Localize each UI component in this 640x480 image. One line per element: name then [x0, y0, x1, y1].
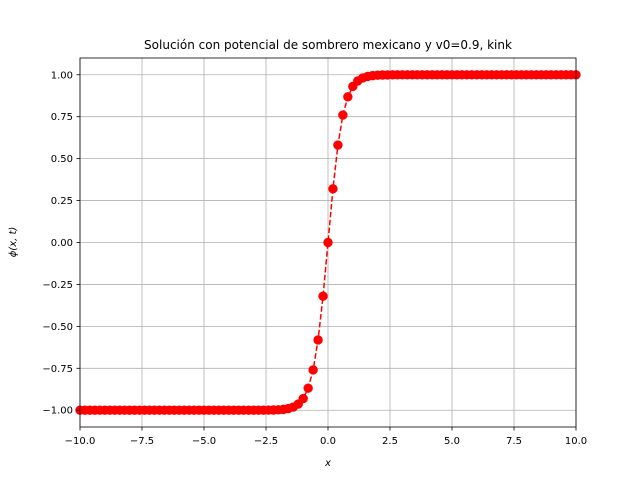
- x-tick-label: 5.0: [444, 436, 460, 447]
- y-tick-label: 0.00: [51, 238, 73, 249]
- y-tick-label: −1.00: [42, 406, 73, 417]
- data-point: [303, 383, 313, 393]
- data-layer: [75, 70, 581, 415]
- y-tick-label: 0.50: [51, 154, 73, 165]
- data-point: [298, 393, 308, 404]
- data-point: [323, 237, 333, 248]
- chart-title: Solución con potencial de sombrero mexic…: [144, 38, 512, 52]
- x-tick-label: 7.5: [506, 436, 522, 447]
- x-tick-label: −10.0: [65, 436, 96, 447]
- y-tick-label: −0.50: [42, 322, 73, 333]
- data-point: [318, 291, 328, 301]
- x-tick-label: −5.0: [192, 436, 216, 447]
- y-tick-label: 0.25: [51, 196, 73, 207]
- x-tick-label: −7.5: [130, 436, 154, 447]
- y-tick-label: −0.25: [42, 280, 73, 291]
- x-axis-label: x: [324, 458, 331, 469]
- y-axis-label: ϕ(x, t): [8, 227, 19, 258]
- x-tick-label: −2.5: [254, 436, 278, 447]
- data-point: [313, 335, 323, 345]
- data-point: [333, 140, 343, 150]
- data-point: [343, 92, 353, 102]
- data-point: [328, 184, 338, 194]
- y-tick-label: 0.75: [51, 112, 73, 123]
- x-tick-label: 0.0: [320, 436, 336, 447]
- y-tick-label: −0.75: [42, 364, 73, 375]
- data-point: [308, 365, 318, 375]
- x-tick-label: 10.0: [565, 436, 587, 447]
- y-tick-label: 1.00: [51, 70, 73, 81]
- data-point: [338, 110, 348, 120]
- x-tick-label: 2.5: [382, 436, 398, 447]
- tick-layer: −10.0 −7.5 −5.0 −2.5 0.0 2.5 5.0 7.5 10.0 −1.00 −0…: [42, 70, 587, 447]
